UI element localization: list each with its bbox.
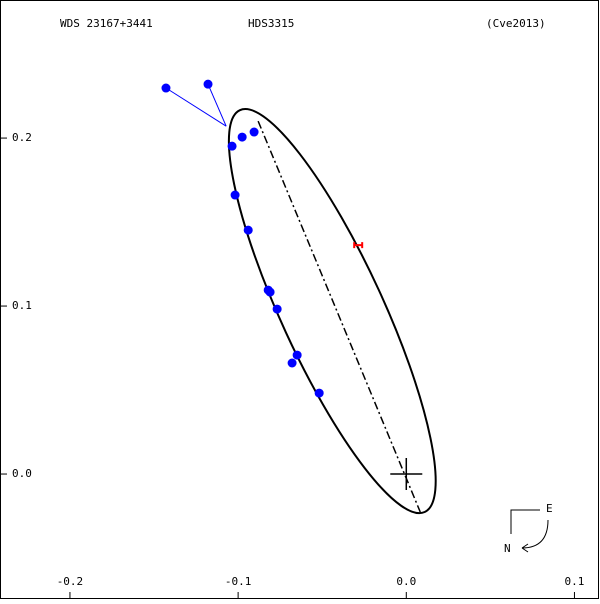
observation	[314, 388, 324, 398]
observation	[265, 287, 275, 297]
observation	[230, 190, 240, 200]
y-tick-label: 0.1	[12, 299, 32, 312]
rejected-observation	[353, 242, 364, 249]
primary-star	[390, 458, 423, 491]
observation	[292, 350, 302, 360]
line-of-nodes	[257, 120, 421, 513]
observation	[243, 225, 253, 235]
residual-line	[207, 83, 227, 127]
chart-title: WDS 23167+3441	[60, 17, 153, 30]
x-tick-label: 0.0	[396, 575, 416, 588]
observation	[203, 79, 213, 89]
compass	[510, 509, 540, 534]
compass-east: E	[546, 502, 553, 515]
observation	[161, 83, 171, 93]
x-tick-label: -0.1	[225, 575, 252, 588]
residual-line	[165, 87, 227, 127]
x-tick-label: -0.2	[57, 575, 84, 588]
observation	[237, 132, 247, 142]
observation	[227, 141, 237, 151]
observation	[287, 358, 297, 368]
x-tick-label: 0.1	[565, 575, 585, 588]
observation	[272, 304, 282, 314]
observation	[249, 127, 259, 137]
chart-subtitle: HDS3315	[248, 17, 294, 30]
compass-north: N	[504, 542, 511, 555]
orbit	[227, 108, 437, 515]
compass-arrow	[521, 519, 549, 553]
y-tick-label: 0.2	[12, 131, 32, 144]
y-tick-label: 0.0	[12, 467, 32, 480]
annotation: (Cve2013)	[486, 17, 546, 30]
